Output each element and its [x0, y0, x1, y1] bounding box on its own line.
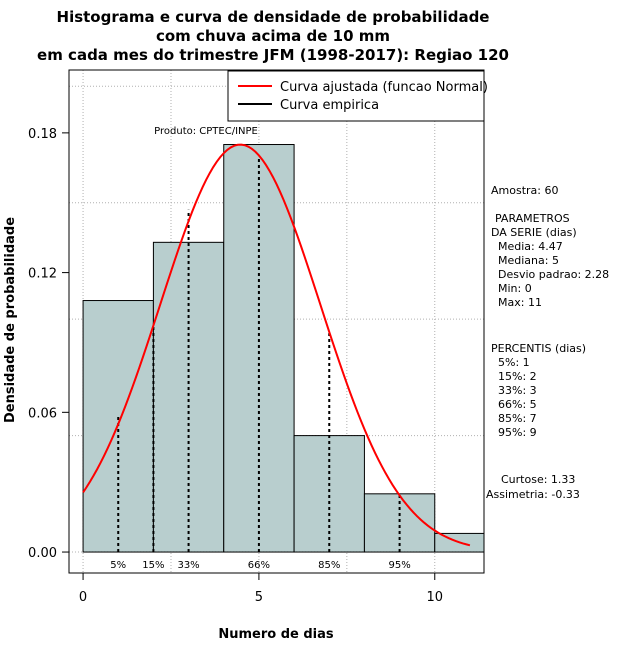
y-axis: 0.00 0.06 0.12 0.18 — [28, 127, 70, 561]
chart-title-block: Histograma e curva de densidade de proba… — [37, 8, 509, 64]
x-axis: 0 5 10 — [79, 572, 443, 605]
legend-label-empirical-curve: Curva empirica — [280, 98, 379, 113]
y-tick-label: 0.06 — [28, 406, 57, 421]
percentile-label-33: 33% — [177, 560, 199, 571]
percentile-label-95: 95% — [388, 560, 410, 571]
percentile-lines — [117, 156, 401, 553]
product-annotation: Produto: CPTEC/INPE — [154, 126, 258, 137]
stat-p15: 15%: 2 — [498, 370, 537, 383]
stat-p66: 66%: 5 — [498, 398, 537, 411]
y-tick-label: 0.12 — [28, 267, 57, 282]
statistics-panel: Amostra: 60 PARAMETROS DA SERIE (dias) M… — [486, 184, 609, 501]
stat-p33: 33%: 3 — [498, 384, 537, 397]
x-axis-title: Numero de dias — [218, 627, 334, 642]
x-tick-label: 10 — [426, 590, 443, 605]
stat-params-title-1: PARAMETROS — [495, 212, 570, 225]
stat-p85: 85%: 7 — [498, 412, 537, 425]
x-tick-label: 5 — [255, 590, 263, 605]
stat-params-title-2: DA SERIE (dias) — [491, 226, 577, 239]
legend-label-fitted-curve: Curva ajustada (funcao Normal) — [280, 80, 488, 95]
stat-percentiles-title: PERCENTIS (dias) — [491, 342, 586, 355]
fitted-normal-curve — [82, 143, 471, 547]
y-tick-label: 0.18 — [28, 127, 57, 142]
stat-mean: Media: 4.47 — [498, 240, 563, 253]
chart-title-line-2: com chuva acima de 10 mm — [156, 27, 390, 45]
histogram-bar-2 — [152, 241, 225, 553]
percentile-label-15: 15% — [142, 560, 164, 571]
x-tick-label: 0 — [79, 590, 87, 605]
percentile-label-66: 66% — [248, 560, 270, 571]
legend: Curva ajustada (funcao Normal) Curva emp… — [227, 70, 488, 122]
percentile-labels: 5% 15% 33% 66% 85% 95% — [110, 560, 410, 571]
percentile-label-85: 85% — [318, 560, 340, 571]
stat-p5: 5%: 1 — [498, 356, 530, 369]
y-tick-label: 0.00 — [28, 546, 57, 561]
stat-p95: 95%: 9 — [498, 426, 537, 439]
stat-max: Max: 11 — [498, 296, 542, 309]
histogram-bars — [82, 144, 485, 553]
chart-title-line-1: Histograma e curva de densidade de proba… — [57, 8, 490, 26]
stat-min: Min: 0 — [498, 282, 532, 295]
stat-median: Mediana: 5 — [498, 254, 559, 267]
stat-skewness: Assimetria: -0.33 — [486, 488, 580, 501]
chart-title-line-3: em cada mes do trimestre JFM (1998-2017)… — [37, 46, 509, 64]
percentile-label-5: 5% — [110, 560, 126, 571]
stat-kurtosis: Curtose: 1.33 — [501, 473, 575, 486]
stat-std-dev: Desvio padrao: 2.28 — [498, 268, 609, 281]
normal-curve — [82, 143, 471, 547]
legend-box — [227, 70, 485, 122]
stat-sample-size: Amostra: 60 — [491, 184, 558, 197]
y-axis-title: Densidade de probabilidade — [3, 217, 18, 423]
